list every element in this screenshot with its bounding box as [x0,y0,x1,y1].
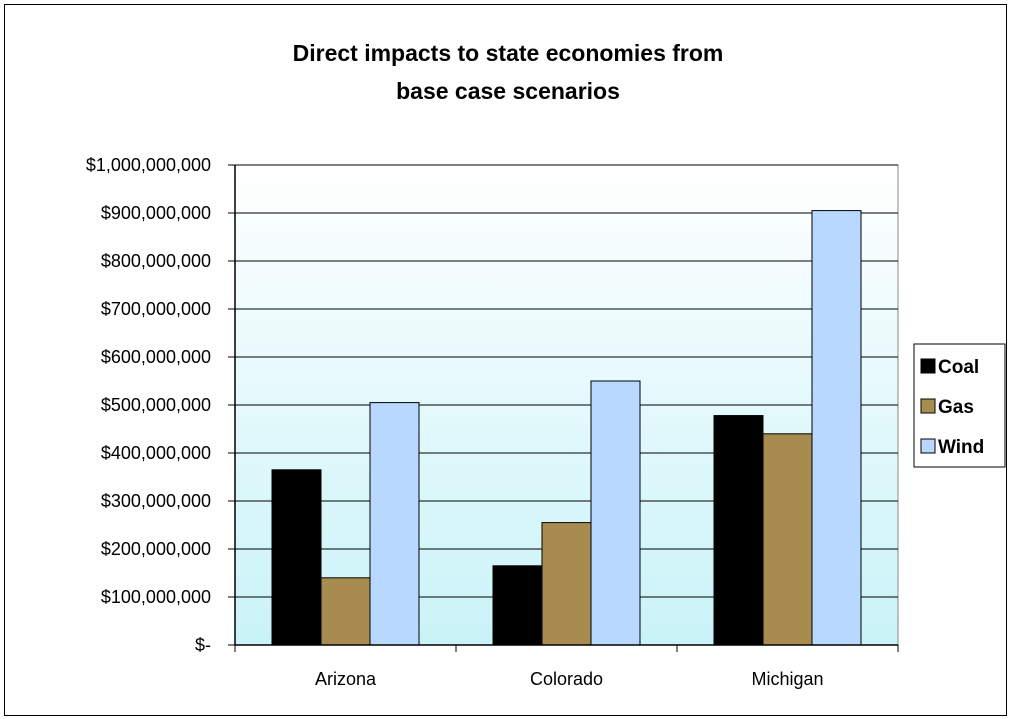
y-tick-label: $- [195,635,211,655]
legend-label-coal: Coal [938,357,979,378]
bar-coal-michigan [713,415,764,646]
y-tick-label: $700,000,000 [101,299,211,319]
x-tick-label-colorado: Colorado [530,669,603,689]
x-tick-label-arizona: Arizona [315,669,377,689]
bar-wind-michigan [811,210,862,646]
y-tick-label: $900,000,000 [101,203,211,223]
bar-gas-colorado [541,522,592,646]
y-tick-label: $1,000,000,000 [86,155,211,175]
chart-title-line-2: base case scenarios [396,78,620,104]
chart-title-line-1: Direct impacts to state economies from [293,40,724,66]
y-tick-label: $200,000,000 [101,539,211,559]
legend: Coal Gas Wind [913,343,1006,468]
y-tick-label: $800,000,000 [101,251,211,271]
y-tick-label: $400,000,000 [101,443,211,463]
y-tick-labels: $- $100,000,000 $200,000,000 $300,000,000 $4… [86,155,211,655]
legend-label-wind: Wind [938,437,984,458]
y-tick-label: $600,000,000 [101,347,211,367]
bar-gas-michigan [762,433,813,646]
legend-swatch-gas [920,398,936,414]
y-tick-label: $500,000,000 [101,395,211,415]
x-tick-labels: Arizona Colorado Michigan [315,669,824,689]
axes [228,164,899,652]
legend-swatch-wind [920,438,936,454]
bar-gas-arizona [320,577,371,646]
bar-wind-arizona [369,402,420,646]
y-tick-label: $100,000,000 [101,587,211,607]
bar-coal-colorado [492,565,543,646]
legend-label-gas: Gas [938,397,974,418]
x-tick-label-michigan: Michigan [751,669,823,689]
bar-coal-arizona [271,469,322,646]
bar-wind-colorado [590,380,641,646]
y-tick-label: $300,000,000 [101,491,211,511]
legend-swatch-coal [920,358,936,374]
